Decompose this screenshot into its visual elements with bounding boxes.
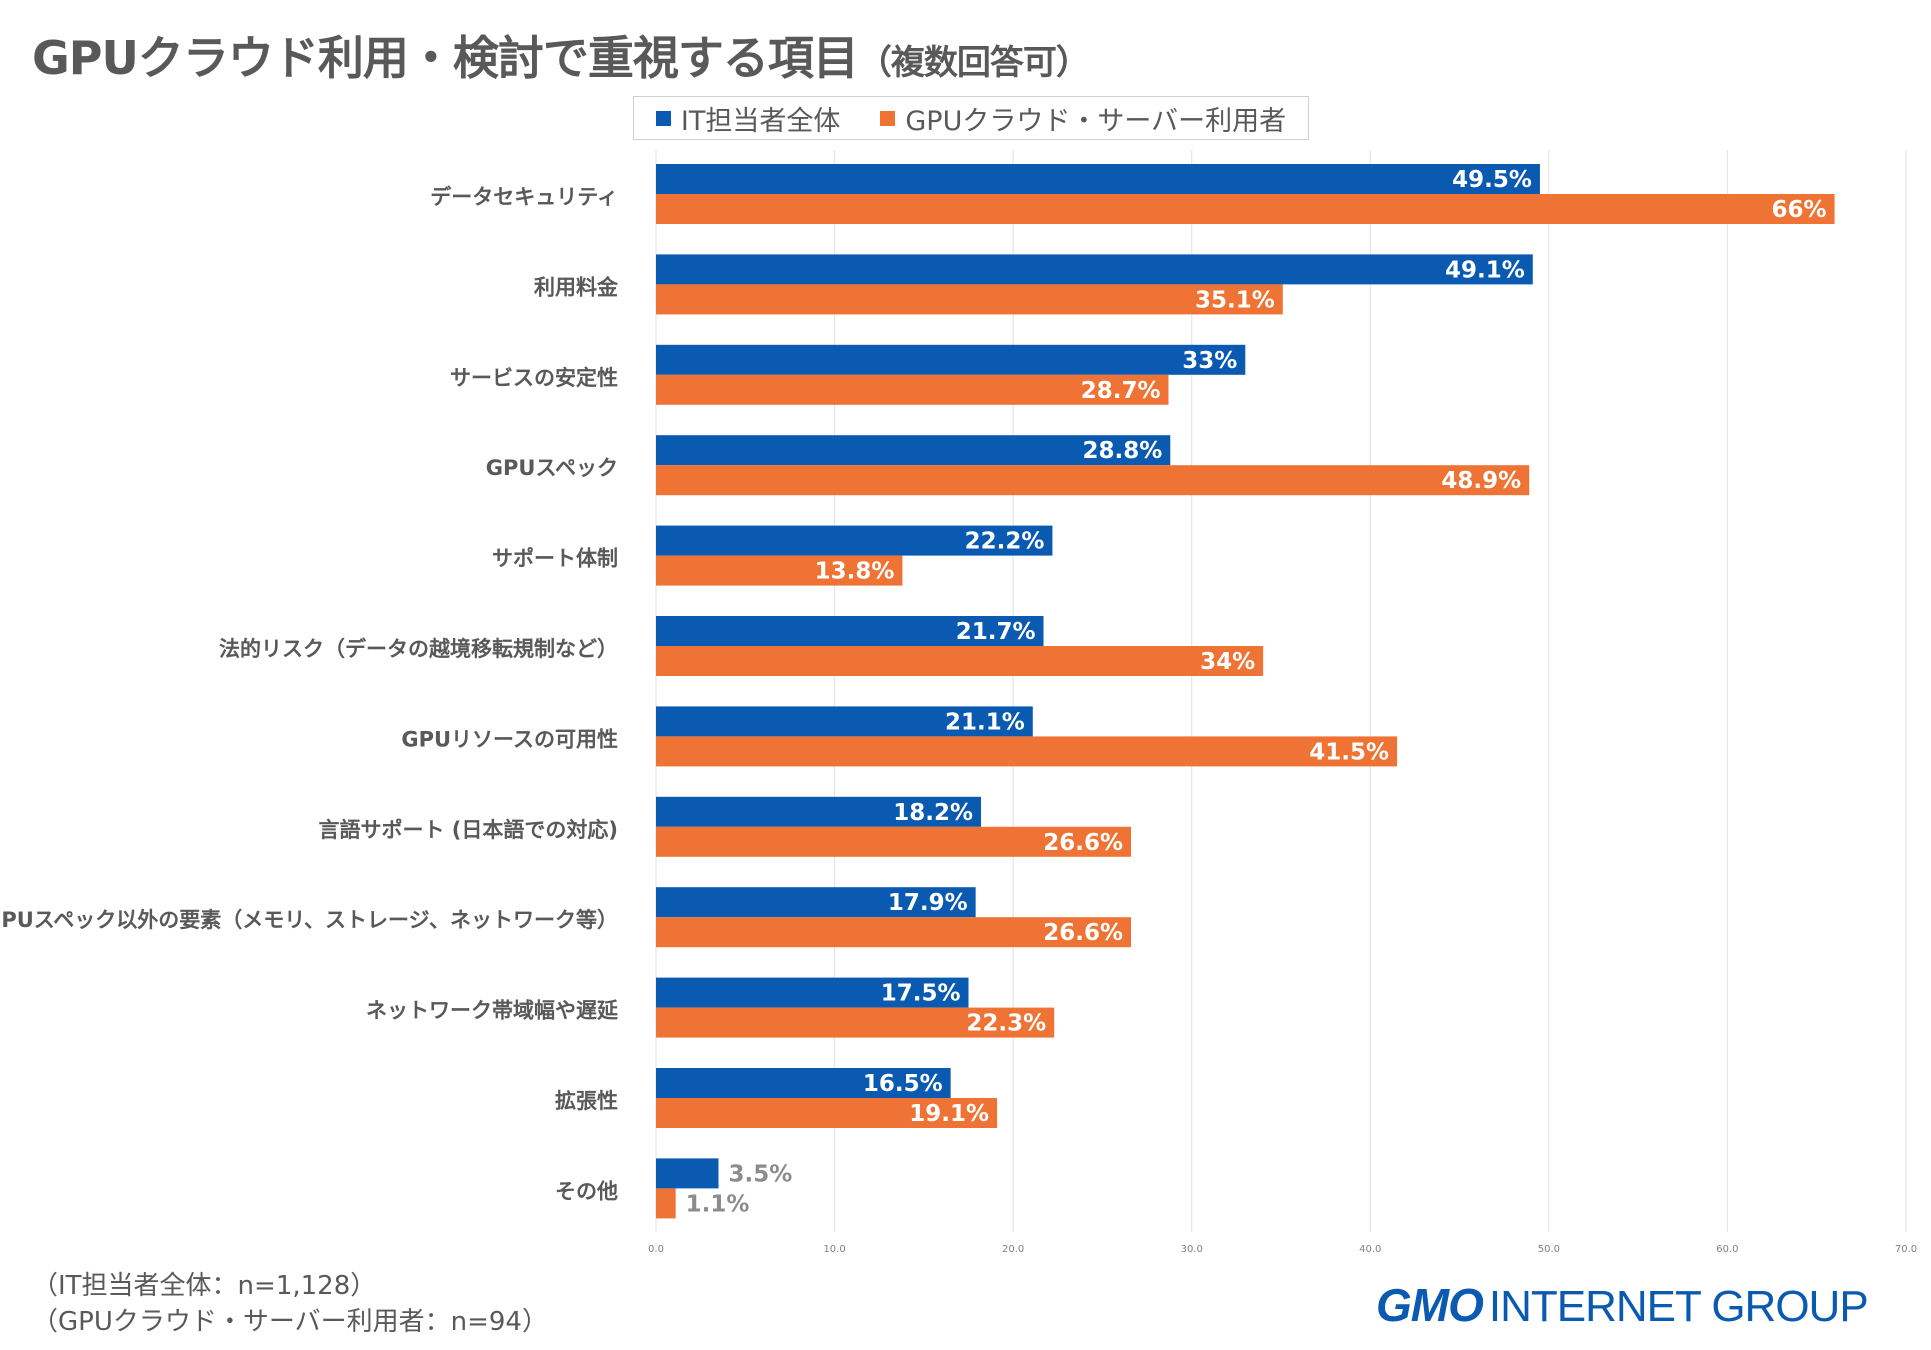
bar-it-all [656, 616, 1044, 646]
data-label: 28.7% [1081, 378, 1161, 404]
legend-item-series2: GPUクラウド・サーバー利用者 [880, 99, 1286, 138]
bar-gpu-users [656, 465, 1530, 496]
category-label: 利用料金 [534, 275, 619, 299]
legend-label-series1: IT担当者全体 [680, 105, 841, 137]
legend-swatch-series1 [655, 110, 671, 126]
category-label: データセキュリティ [430, 185, 618, 209]
data-label: 21.7% [956, 619, 1036, 645]
x-tick-label: 70.0 [1895, 1244, 1917, 1255]
bar-gpu-users [656, 555, 903, 586]
note-users: （GPUクラウド・サーバー利用者：n=94） [32, 1307, 548, 1337]
logo-text: INTERNET GROUP [1488, 1282, 1869, 1331]
bar-gpu-users [656, 284, 1283, 315]
category-label: GPUスペック [486, 456, 618, 480]
chart-title: GPUクラウド利用・検討で重視する項目（複数回答可） [32, 22, 1090, 88]
category-label: GPUリソースの可用性 [401, 727, 618, 751]
gmo-logo: GMO INTERNET GROUP [1376, 1278, 1869, 1332]
bar-it-all [656, 887, 976, 918]
x-tick-label: 50.0 [1538, 1244, 1560, 1255]
data-label: 17.5% [881, 981, 961, 1007]
category-label: サポート体制 [492, 547, 618, 571]
data-label: 16.5% [863, 1071, 943, 1097]
data-label: 19.1% [909, 1101, 989, 1127]
category-label: その他 [555, 1179, 618, 1203]
bar-it-all [656, 1068, 951, 1098]
bar-gpu-users [656, 736, 1398, 767]
category-label: 拡張性 [555, 1089, 618, 1113]
data-label: 28.8% [1082, 438, 1162, 464]
data-label: 49.1% [1445, 257, 1525, 283]
data-label: 34% [1200, 649, 1255, 675]
data-label: 66% [1772, 197, 1827, 223]
data-label: 33% [1182, 348, 1237, 374]
data-label: 17.9% [888, 890, 968, 916]
bar-it-all [656, 796, 981, 827]
bar-gpu-users [656, 1098, 998, 1128]
bar-it-all [656, 344, 1246, 375]
category-label: 法的リスク（データの越境移転規制など） [219, 637, 618, 661]
legend-item-series1: IT担当者全体 [655, 99, 841, 138]
bar-gpu-users [656, 646, 1264, 676]
category-label: サービスの安定性 [450, 366, 618, 390]
sample-notes: （IT担当者全体：n=1,128） （GPUクラウド・サーバー利用者：n=94） [32, 1268, 548, 1340]
bar-gpu-users [656, 1007, 1055, 1038]
data-label: 26.6% [1043, 920, 1123, 946]
data-label: 48.9% [1441, 468, 1521, 494]
category-label: ネットワーク帯域幅や遅延 [366, 999, 619, 1023]
data-label: 18.2% [893, 800, 973, 826]
bar-gpu-users [656, 1188, 676, 1219]
logo-mark: GMO [1376, 1279, 1484, 1331]
data-label: 49.5% [1452, 167, 1532, 193]
data-label: 22.2% [965, 529, 1045, 555]
data-label: 41.5% [1309, 739, 1389, 765]
data-label: 22.3% [966, 1011, 1046, 1037]
bar-gpu-users [656, 194, 1835, 224]
bar-it-all [656, 254, 1533, 285]
data-label: 3.5% [729, 1161, 793, 1187]
note-all: （IT担当者全体：n=1,128） [32, 1271, 377, 1301]
bar-gpu-users [656, 374, 1169, 405]
x-tick-label: 40.0 [1359, 1244, 1381, 1255]
title-sub: （複数回答可） [857, 43, 1090, 83]
legend-swatch-series2 [880, 110, 896, 126]
x-tick-label: 10.0 [823, 1244, 845, 1255]
x-tick-label: 60.0 [1716, 1244, 1738, 1255]
bar-gpu-users [656, 826, 1131, 857]
bar-it-all [656, 1158, 719, 1189]
x-tick-label: 30.0 [1181, 1244, 1203, 1255]
data-label: 26.6% [1043, 830, 1123, 856]
x-tick-label: 0.0 [648, 1244, 664, 1255]
data-label: 1.1% [686, 1191, 750, 1217]
title-main: GPUクラウド利用・検討で重視する項目 [32, 31, 859, 85]
bar-it-all [656, 164, 1540, 194]
category-label: 言語サポート (日本語での対応) [318, 818, 618, 842]
data-label: 21.1% [945, 709, 1025, 735]
legend: IT担当者全体 GPUクラウド・サーバー利用者 [633, 96, 1309, 140]
bar-it-all [656, 525, 1053, 556]
bar-it-all [656, 435, 1171, 466]
data-label: 35.1% [1195, 287, 1275, 313]
category-label: GPUスペック以外の要素（メモリ、ストレージ、ネットワーク等） [0, 908, 618, 932]
legend-label-series2: GPUクラウド・サーバー利用者 [905, 105, 1287, 137]
bar-gpu-users [656, 917, 1131, 948]
bar-it-all [656, 977, 969, 1008]
data-label: 13.8% [815, 559, 895, 585]
bar-it-all [656, 706, 1033, 737]
x-tick-label: 20.0 [1002, 1244, 1024, 1255]
